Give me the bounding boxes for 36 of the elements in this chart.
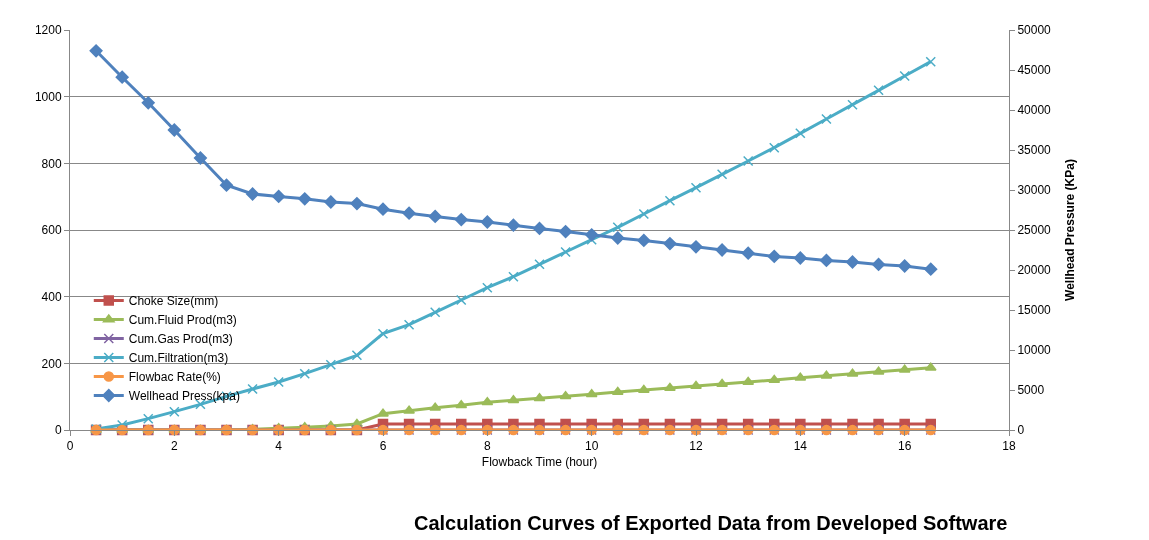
x-tick-label: 12 <box>689 439 703 454</box>
y2-tick-label: 0 <box>1017 423 1025 438</box>
y-tick-label: 600 <box>41 223 62 238</box>
x-tick-label: 18 <box>1002 439 1016 454</box>
y-tick-label: 1200 <box>34 23 62 38</box>
y-tick-label: 200 <box>41 356 62 371</box>
y2-tick-label: 40000 <box>1017 103 1052 118</box>
x-tick-label: 10 <box>584 439 599 454</box>
x-tick-label: 6 <box>379 439 387 454</box>
x-tick-label: 14 <box>793 439 808 454</box>
y2-tick-label: 35000 <box>1017 143 1052 158</box>
y-tick-label: 400 <box>41 289 62 304</box>
y2-tick-label: 30000 <box>1017 183 1052 198</box>
x-tick-label: 8 <box>483 439 491 454</box>
y2-tick-label: 45000 <box>1017 63 1052 78</box>
x-tick-label: 2 <box>170 439 178 454</box>
y-tick-label: 800 <box>41 156 62 171</box>
x-axis-title: Flowback Time (hour) <box>481 455 598 470</box>
x-tick-label: 0 <box>66 439 74 454</box>
legend-label: Cum.Filtration(m3) <box>128 351 229 366</box>
y2-tick-label: 25000 <box>1017 223 1052 238</box>
x-tick-label: 16 <box>897 439 912 454</box>
legend-label: Cum.Fluid Prod(m3) <box>128 313 237 328</box>
y2-axis-title: Wellhead Pressure (KPa) <box>1063 159 1077 301</box>
x-tick-label: 4 <box>275 439 283 454</box>
y-tick-label: 1000 <box>34 89 62 104</box>
legend-label: Flowbac Rate(%) <box>128 370 221 385</box>
y2-tick-label: 5000 <box>1017 383 1045 398</box>
y2-tick-label: 50000 <box>1017 23 1052 38</box>
legend-label: Cum.Gas Prod(m3) <box>128 332 233 347</box>
text: Calculation Curves of Exported Data from Developed Software <box>414 512 1008 534</box>
y-tick-label: 0 <box>54 423 62 438</box>
y2-tick-label: 15000 <box>1017 303 1052 318</box>
legend-label: Choke Size(mm) <box>128 294 219 309</box>
y2-tick-label: 10000 <box>1017 343 1052 358</box>
y2-tick-label: 20000 <box>1017 263 1052 278</box>
